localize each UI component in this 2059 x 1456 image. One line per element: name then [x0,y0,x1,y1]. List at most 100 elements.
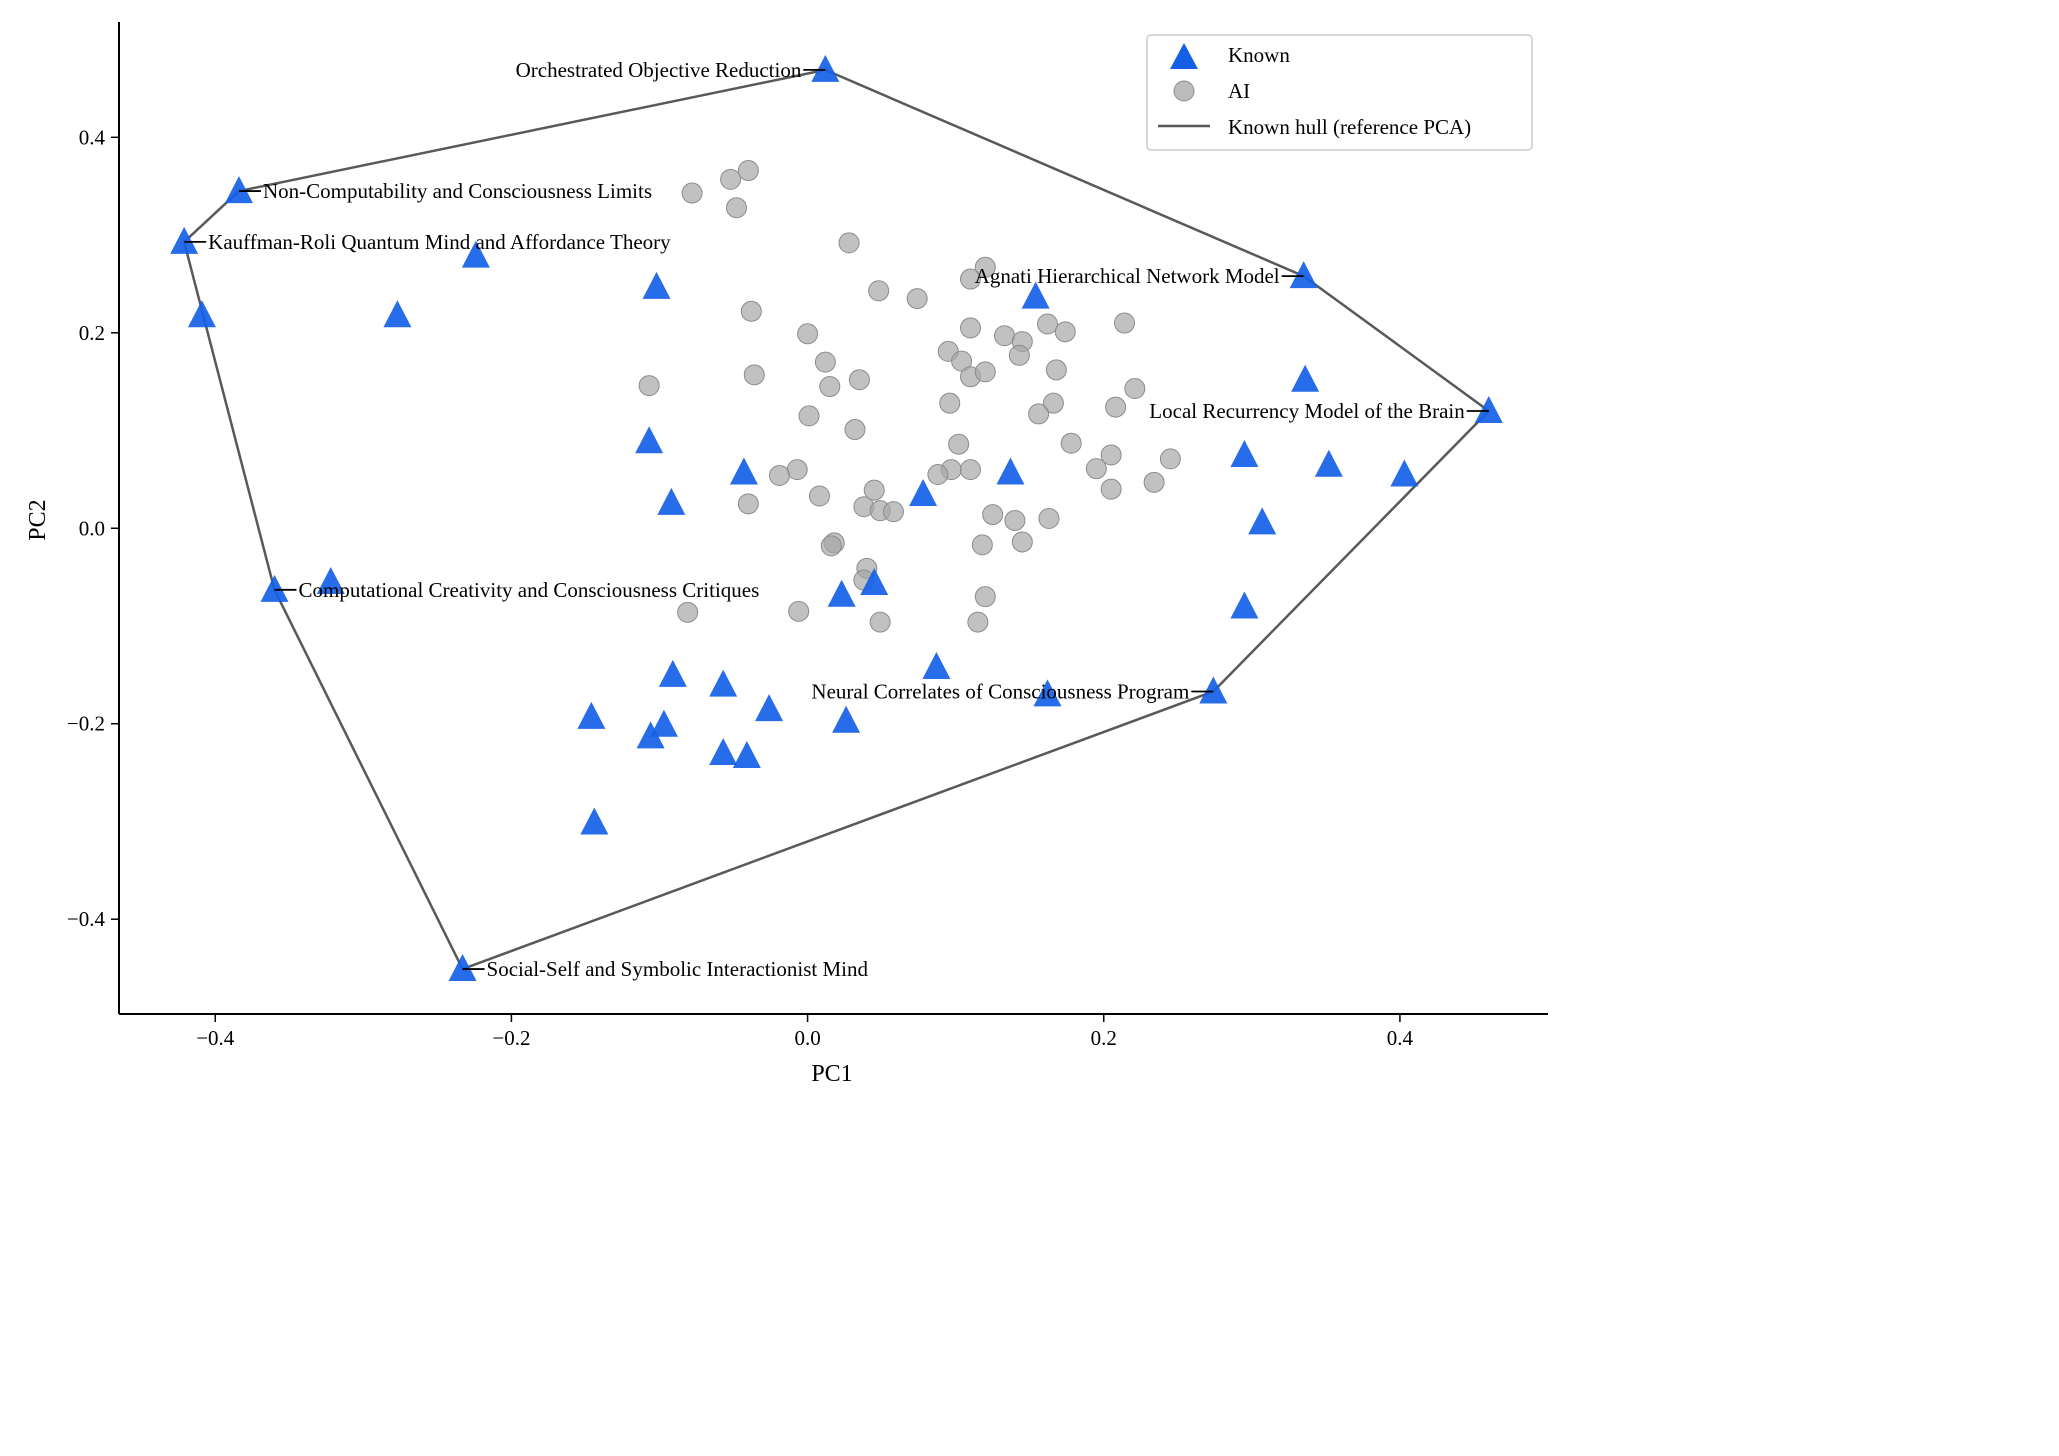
ai-point-30 [1028,403,1050,425]
ai-point-59 [1011,531,1033,553]
ai-point-34 [1060,432,1082,454]
known-point-20 [260,574,289,602]
annotation-label-3: Agnati Hierarchical Network Model [975,264,1280,288]
ai-point-3 [726,197,748,219]
hull-layer [182,68,1491,971]
ai-point-7 [868,280,890,302]
annotation-label-1: Non-Computability and Consciousness Limi… [263,179,652,203]
x-tick-label-0: −0.4 [196,1026,235,1050]
annotation-label-2: Kauffman-Roli Quantum Mind and Affordanc… [208,230,671,254]
x-tick-label-3: 0.2 [1091,1026,1117,1050]
ai-point-36 [1124,378,1146,400]
ai-point-43 [1100,444,1122,466]
ai-point-15 [1054,321,1076,343]
ai-point-64 [974,586,996,608]
ai-point-48 [863,479,885,501]
ai-point-18 [951,350,973,372]
ai-point-46 [1159,448,1181,470]
ai-point-4 [838,232,860,254]
legend-known-marker [1170,43,1198,69]
ai-point-29 [1042,392,1064,414]
known-point-12 [729,457,758,485]
known-point-19 [1248,507,1277,535]
known-point-28 [1033,679,1062,707]
legend-label-known: Known [1228,43,1290,67]
ai-point-37 [786,459,808,481]
known-point-5 [383,300,412,328]
known-point-14 [909,479,938,507]
y-axis-title: PC2 [25,499,51,540]
ai-point-2 [681,182,703,204]
legend-frame [1146,34,1533,151]
ai-point-40 [927,464,949,486]
known-point-36 [732,740,761,768]
known-point-35 [709,738,738,766]
ai-point-63 [788,600,810,622]
ticks-layer: −0.4 −0.2 0.0 0.2 0.4 −0.4 −0.2 0.0 0.2 0.4 [67,125,1414,1050]
known-hull-polygon [182,68,1491,971]
known-point-16 [1230,439,1259,467]
known-point-27 [922,652,951,680]
x-axis-title: PC1 [811,1061,852,1087]
annotation-label-5: Computational Creativity and Consciousne… [298,578,759,602]
known-point-32 [649,709,678,737]
known-point-4 [187,300,216,328]
annotation-label-4: Local Recurrency Model of the Brain [1149,399,1465,423]
ai-point-42 [1085,458,1107,480]
ai-points-layer [638,160,1181,633]
legend-label-hull: Known hull (reference PCA) [1228,115,1471,139]
known-point-33 [755,694,784,722]
known-point-6 [642,271,671,299]
y-tick-label-4: 0.4 [79,125,106,149]
ai-point-26 [819,376,841,398]
ai-point-31 [798,405,820,427]
axes-layer [118,22,1548,1015]
known-point-37 [580,807,609,835]
y-tick-label-2: 0.0 [79,516,105,540]
x-tick-label-2: 0.0 [794,1026,820,1050]
known-point-15 [996,457,1025,485]
annotations-layer: Orchestrated Objective Reduction Non-Comp… [184,58,1489,981]
ai-point-57 [820,535,842,557]
legend: Known AI Known hull (reference PCA) [1146,34,1533,151]
ai-point-8 [906,288,928,310]
ai-point-38 [768,464,790,486]
ai-point-23 [743,364,765,386]
ai-point-41 [959,459,981,481]
known-point-13 [657,487,686,515]
known-point-31 [636,721,665,749]
ai-point-45 [1143,471,1165,493]
known-point-7 [1021,281,1050,309]
x-tick-label-4: 0.4 [1387,1026,1414,1050]
known-point-38 [448,954,477,982]
known-point-21 [316,567,345,595]
known-point-18 [1390,459,1419,487]
legend-label-ai: AI [1228,79,1250,103]
known-point-25 [658,659,687,687]
ai-point-24 [638,375,660,397]
y-tick-label-0: −0.4 [67,907,106,931]
known-point-3 [461,240,490,268]
ai-point-22 [1045,359,1067,381]
y-tick-label-1: −0.2 [67,712,105,736]
known-point-11 [635,426,664,454]
ai-point-10 [797,323,819,345]
ai-point-65 [869,611,891,633]
ai-point-35 [1105,396,1127,418]
y-tick-label-3: 0.2 [79,321,105,345]
annotation-label-7: Social-Self and Symbolic Interactionist … [487,957,869,981]
known-point-30 [577,701,606,729]
known-point-9 [1291,364,1320,392]
ai-point-54 [1004,509,1026,531]
ai-point-6 [959,268,981,290]
ai-point-25 [814,351,836,373]
ai-point-12 [994,325,1016,347]
ai-point-5 [974,256,996,278]
ai-point-1 [737,160,759,182]
known-points-layer [170,54,1503,982]
ai-point-32 [844,419,866,441]
ai-point-58 [971,534,993,556]
known-point-2 [170,226,199,254]
ai-point-53 [982,504,1004,526]
known-point-0 [811,54,840,82]
